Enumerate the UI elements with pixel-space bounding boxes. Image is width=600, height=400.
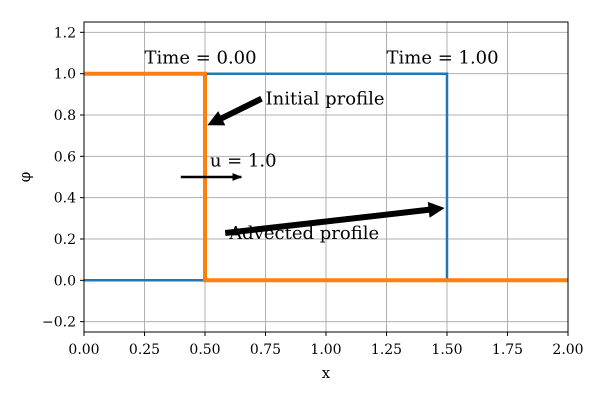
y-tick-label: 0.4 bbox=[54, 191, 76, 207]
time-initial-label: Time = 0.00 bbox=[145, 47, 257, 68]
grid bbox=[83, 22, 569, 332]
axis-ticks: 0.00 0.25 0.50 0.75 1.00 1.25 1.50 1.75 2.00 −0.2… bbox=[42, 25, 584, 358]
x-tick-label: 0.75 bbox=[250, 342, 281, 358]
y-tick-label: 0.0 bbox=[54, 273, 76, 289]
y-tick-label: 1.0 bbox=[54, 67, 76, 83]
x-tick-label: 0.50 bbox=[189, 342, 220, 358]
velocity-label: u = 1.0 bbox=[210, 151, 277, 172]
x-tick-label: 1.25 bbox=[371, 342, 402, 358]
x-axis-label: x bbox=[322, 364, 331, 382]
x-tick-label: 0.00 bbox=[68, 342, 99, 358]
time-final-label: Time = 1.00 bbox=[387, 47, 499, 68]
y-tick-label: 0.8 bbox=[54, 108, 76, 124]
initial-profile-label-arrow bbox=[207, 96, 263, 126]
y-axis-label: φ bbox=[16, 172, 34, 183]
y-tick-label: 0.2 bbox=[54, 232, 76, 248]
y-tick-label: 0.6 bbox=[54, 149, 76, 165]
x-tick-label: 1.75 bbox=[492, 342, 523, 358]
x-tick-label: 1.50 bbox=[431, 342, 462, 358]
advected-profile-label-arrow bbox=[224, 201, 445, 236]
x-tick-label: 2.00 bbox=[552, 342, 583, 358]
initial-profile-label: Initial profile bbox=[266, 89, 385, 110]
y-tick-label: 1.2 bbox=[54, 25, 76, 41]
x-tick-label: 1.00 bbox=[310, 342, 341, 358]
y-tick-label: −0.2 bbox=[42, 315, 76, 331]
x-tick-label: 0.25 bbox=[129, 342, 160, 358]
